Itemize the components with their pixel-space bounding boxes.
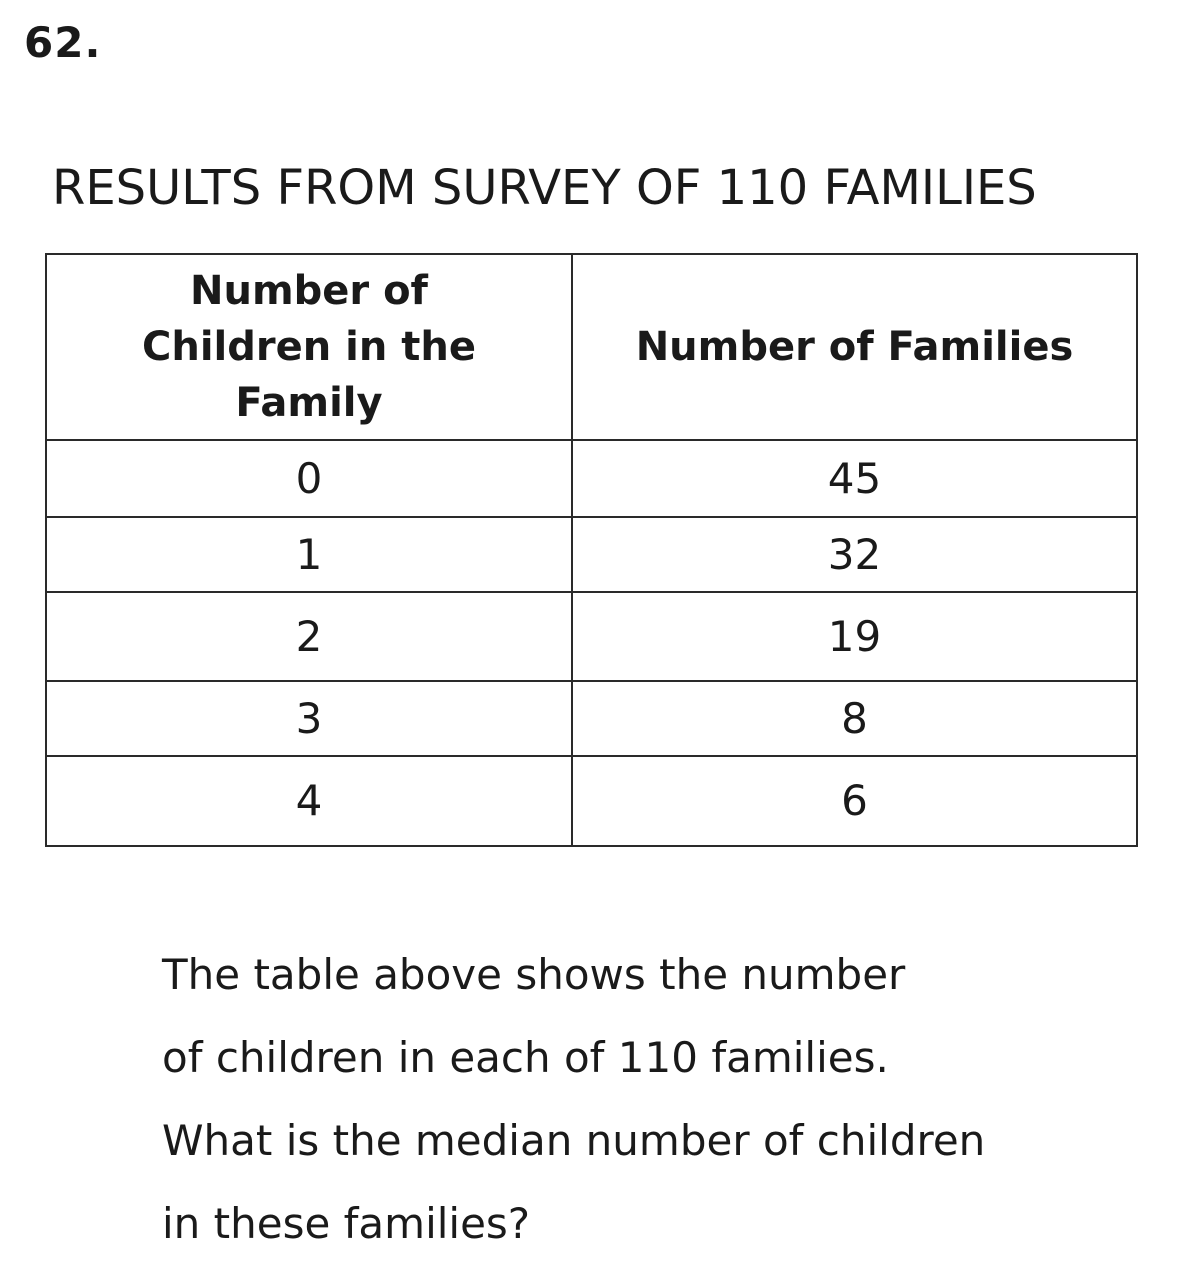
- table-row: 2 19: [45, 591, 1138, 682]
- families-cell: 6: [571, 755, 1138, 847]
- children-cell: 1: [45, 516, 573, 593]
- families-cell: 45: [571, 439, 1138, 518]
- question-line: The table above shows the number: [162, 950, 906, 999]
- children-cell: 4: [45, 755, 573, 847]
- table-row: 1 32: [45, 516, 1138, 593]
- header-families: Number of Families: [571, 253, 1138, 441]
- table-row: 0 45: [45, 439, 1138, 518]
- families-cell: 19: [571, 591, 1138, 682]
- question-line: of children in each of 110 families.: [162, 1033, 889, 1082]
- children-cell: 3: [45, 680, 573, 757]
- children-cell: 2: [45, 591, 573, 682]
- question-line: What is the median number of children: [162, 1116, 986, 1165]
- families-cell: 32: [571, 516, 1138, 593]
- survey-table: Number of Children in the Family Number …: [45, 253, 1138, 847]
- header-children: Number of Children in the Family: [45, 253, 573, 441]
- children-cell: 0: [45, 439, 573, 518]
- table-row: 4 6: [45, 755, 1138, 847]
- table-title: RESULTS FROM SURVEY OF 110 FAMILIES: [52, 160, 1037, 216]
- question-line: in these families?: [162, 1199, 531, 1248]
- table-row: 3 8: [45, 680, 1138, 757]
- question-text: The table above shows the number of chil…: [162, 933, 985, 1265]
- question-number: 62.: [24, 18, 102, 67]
- families-cell: 8: [571, 680, 1138, 757]
- table-header-row: Number of Children in the Family Number …: [45, 253, 1138, 441]
